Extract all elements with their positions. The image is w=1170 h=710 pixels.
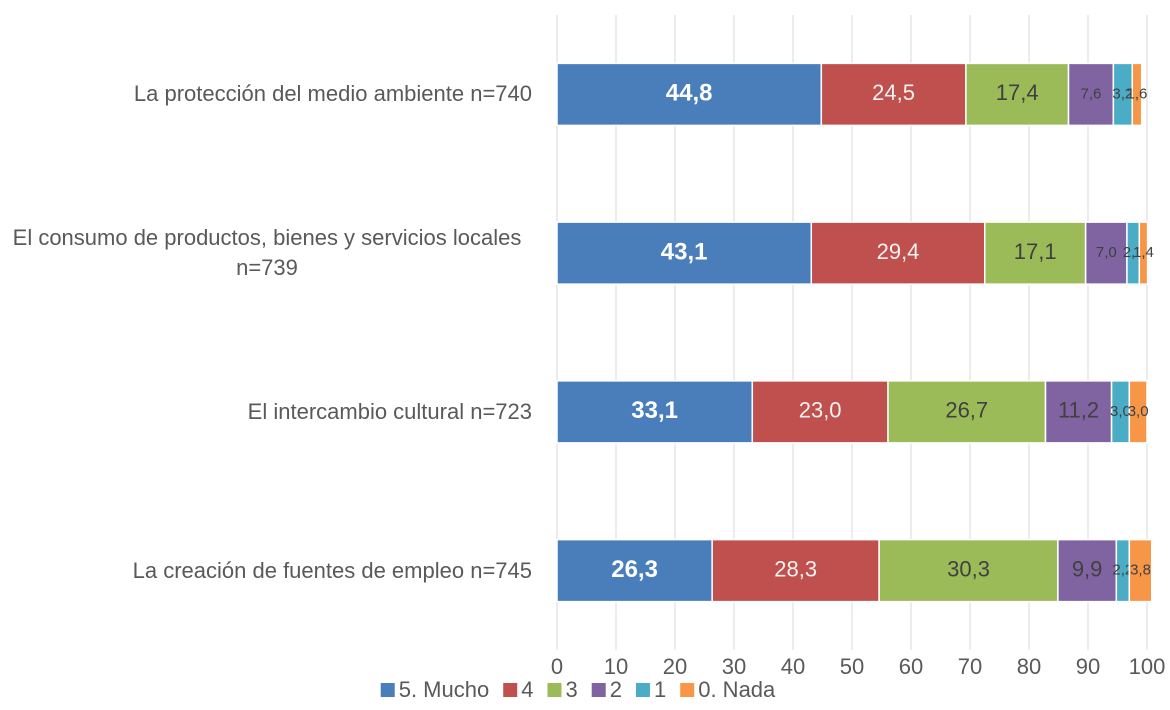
bar-segment [711,538,880,603]
bar-segment [1057,538,1118,603]
data-label: 2,2 [1112,562,1133,579]
bar-segment [810,221,986,285]
data-label: 3,8 [1130,562,1151,579]
legend-label: 5. Mucho [399,677,490,702]
bar-segment [1084,221,1128,285]
bar-segment [1128,538,1153,603]
data-label: 1,4 [1133,244,1154,261]
x-tick-label: 40 [781,654,805,679]
x-tick-label: 10 [604,654,628,679]
bar-segment [965,62,1070,127]
data-label: 26,7 [945,398,988,423]
data-label: 44,8 [666,80,713,107]
data-label: 28,3 [774,556,817,581]
data-label: 17,4 [996,80,1039,105]
x-tick-label: 20 [663,654,687,679]
category-label: La creación de fuentes de empleo n=745 [132,557,532,583]
bar-segment [887,380,1047,444]
data-label: 30,3 [947,556,990,581]
legend-swatch [680,683,695,697]
bar-segment [556,62,823,127]
x-tick-label: 80 [1017,654,1041,679]
data-label: 29,4 [877,239,920,264]
data-label: 3,2 [1112,85,1133,102]
legend-label: 4 [521,677,533,702]
x-tick-label: 70 [958,654,982,679]
x-tick-label: 0 [551,654,563,679]
x-tick-label: 100 [1129,654,1166,679]
data-label: 23,0 [799,398,842,423]
bar-segment [556,380,754,444]
bar-segment [556,221,813,285]
category-label: El intercambio cultural n=723 [247,398,532,424]
x-tick-label: 30 [722,654,746,679]
bar-segment [1138,221,1149,285]
data-label: 17,1 [1014,239,1057,264]
data-label: 26,3 [611,556,658,583]
category-label: La protección del medio ambiente n=740 [133,81,532,107]
legend-swatch [591,683,606,697]
category-label: El consumo de productos, bienes y servic… [12,225,522,281]
x-tick-label: 60 [899,654,923,679]
bar-segment [984,221,1087,285]
bar-segment [1128,380,1148,444]
legend-swatch [635,683,650,697]
data-label: 3,0 [1128,403,1149,420]
data-label: 7,0 [1096,244,1117,261]
x-tick-label: 90 [1076,654,1100,679]
data-label: 7,6 [1081,85,1102,102]
bar-segment [556,538,713,603]
bar-segment [820,62,967,127]
bar-segment [1044,380,1113,444]
legend-swatch [503,683,518,697]
legend-swatch [380,683,395,697]
legend-swatch [547,683,562,697]
legend-label: 3 [565,677,577,702]
bar-segment [1131,62,1143,127]
data-label: 1,6 [1127,85,1148,102]
bar-segment [751,380,889,444]
legend-label: 1 [654,677,666,702]
data-label: 9,9 [1072,556,1103,581]
data-label: 33,1 [631,397,678,424]
data-label: 11,2 [1058,398,1099,423]
legend-label: 0. Nada [698,677,776,702]
bar-segment [878,538,1059,603]
data-label: 24,5 [872,80,915,105]
data-label: 2,1 [1123,244,1144,261]
data-label: 43,1 [661,238,708,265]
x-tick-label: 50 [840,654,864,679]
data-label: 3,0 [1110,403,1131,420]
legend-label: 2 [610,677,622,702]
